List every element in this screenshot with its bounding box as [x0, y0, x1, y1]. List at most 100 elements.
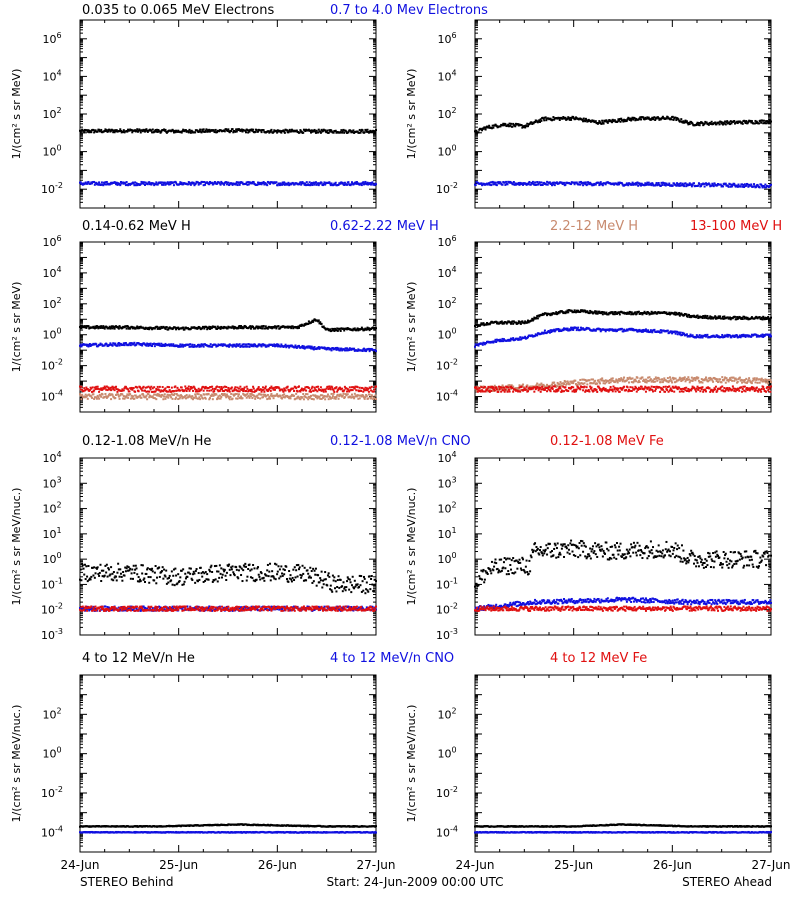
data-point	[216, 131, 219, 134]
data-point	[564, 183, 567, 186]
data-point	[216, 327, 219, 330]
data-point	[126, 130, 129, 133]
data-point	[264, 387, 267, 390]
data-point	[319, 182, 322, 185]
data-point	[720, 122, 723, 125]
data-point	[760, 316, 763, 319]
data-point	[502, 124, 505, 127]
data-point	[99, 388, 102, 391]
data-point	[201, 181, 204, 184]
data-point	[102, 325, 105, 328]
y-tick-label: 102	[42, 296, 61, 311]
data-point	[614, 328, 617, 331]
data-point	[667, 312, 670, 315]
data-point	[296, 390, 299, 393]
data-point	[363, 182, 366, 185]
data-point	[191, 395, 194, 398]
data-point	[145, 390, 148, 393]
data-point	[240, 325, 243, 328]
data-point	[163, 395, 166, 398]
data-point	[146, 130, 149, 133]
data-point	[659, 184, 662, 187]
data-point	[150, 385, 153, 388]
data-point	[127, 184, 130, 187]
data-point	[370, 385, 373, 388]
data-point	[148, 181, 151, 184]
data-point	[333, 397, 336, 400]
data-point	[152, 397, 155, 400]
data-point	[688, 123, 691, 126]
data-point	[193, 184, 196, 187]
data-point	[498, 340, 501, 343]
data-point	[358, 394, 361, 397]
data-point	[247, 129, 250, 132]
data-point	[317, 128, 320, 131]
data-point	[350, 183, 353, 186]
data-point	[330, 392, 333, 395]
data-point	[370, 394, 373, 397]
data-point	[356, 386, 359, 389]
data-point	[765, 122, 768, 125]
data-point	[563, 327, 566, 330]
data-point	[196, 392, 199, 395]
data-point	[159, 390, 162, 393]
data-point	[579, 180, 582, 183]
data-point	[281, 181, 284, 184]
data-point	[307, 395, 310, 398]
data-point	[223, 390, 226, 393]
data-point	[240, 345, 243, 348]
data-point	[219, 397, 222, 400]
data-point	[249, 327, 252, 330]
data-point	[312, 348, 315, 351]
data-point	[357, 329, 360, 332]
data-point	[597, 181, 600, 184]
data-point	[548, 181, 551, 184]
data-point	[119, 130, 122, 133]
data-point	[363, 349, 366, 352]
data-point	[692, 314, 695, 317]
data-point	[618, 183, 621, 186]
data-point	[317, 347, 320, 350]
data-point	[143, 181, 146, 184]
data-point	[551, 181, 554, 184]
data-point	[721, 121, 724, 124]
data-point	[366, 181, 369, 184]
data-point	[310, 181, 313, 184]
data-point	[350, 181, 353, 184]
data-point	[105, 343, 108, 346]
data-point	[660, 181, 663, 184]
data-point	[346, 390, 349, 393]
data-point	[530, 319, 533, 322]
data-point	[601, 182, 604, 185]
data-point	[184, 387, 187, 390]
data-point	[713, 182, 716, 185]
data-point	[348, 386, 351, 389]
data-point	[237, 390, 240, 393]
data-point	[309, 388, 312, 391]
data-point	[89, 182, 92, 185]
data-point	[684, 119, 687, 122]
data-point	[305, 389, 308, 392]
legend-entry-blue: 0.7 to 4.0 Mev Electrons	[330, 3, 488, 18]
data-point	[206, 328, 209, 331]
data-point	[112, 388, 115, 391]
data-point	[375, 129, 377, 132]
data-point	[168, 389, 171, 392]
data-point	[121, 393, 124, 396]
data-point	[196, 345, 199, 348]
data-point	[127, 388, 130, 391]
data-point	[235, 128, 238, 131]
data-point	[90, 395, 93, 398]
data-point	[709, 315, 712, 318]
data-point	[87, 180, 90, 183]
data-point	[741, 183, 744, 186]
data-point	[538, 119, 541, 122]
data-point	[269, 394, 272, 397]
data-point	[134, 394, 137, 397]
data-point	[620, 117, 623, 120]
data-point	[599, 328, 602, 331]
data-point	[346, 393, 349, 396]
data-point	[192, 389, 195, 392]
data-point	[686, 122, 689, 125]
